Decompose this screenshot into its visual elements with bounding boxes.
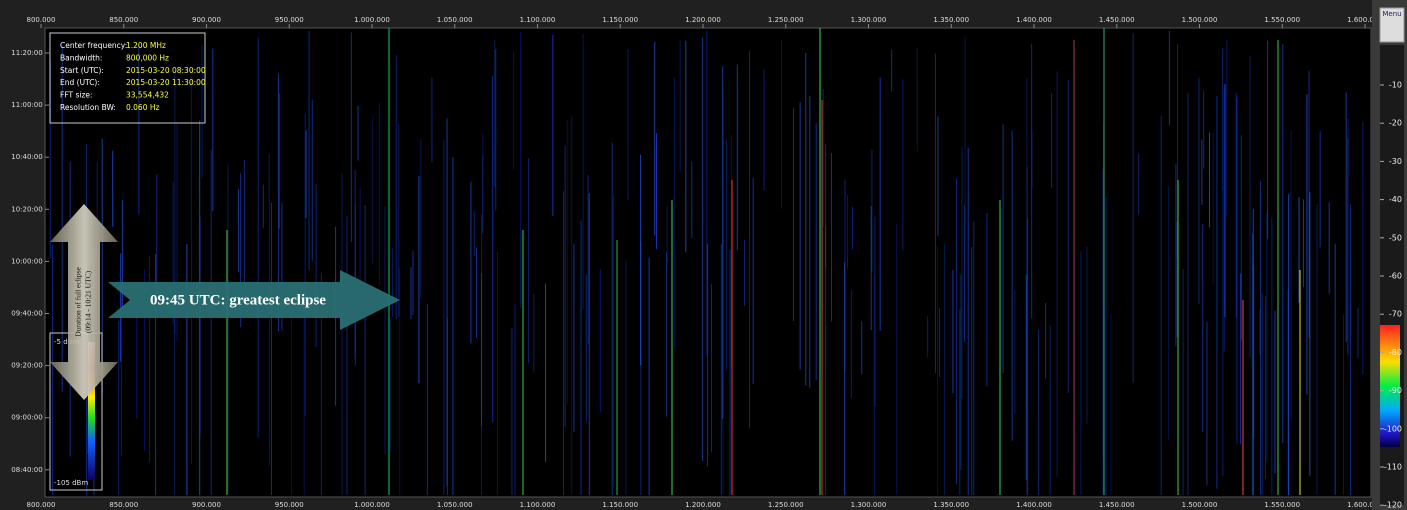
level-label: -30 (1389, 157, 1402, 166)
page: {"frequency_labels": ["800.000", "850.00… (0, 0, 1407, 510)
info-label: Bandwidth: (60, 53, 102, 62)
level-label: -70 (1389, 310, 1402, 319)
frequency-label: 1.000.000 (354, 16, 390, 24)
frequency-label: 1.200.000 (685, 16, 721, 24)
frequency-label: 1.550.000 (1264, 501, 1300, 509)
level-label: -60 (1389, 272, 1402, 281)
frequency-label: 850.000 (109, 501, 138, 509)
info-label: Resolution BW: (60, 103, 116, 112)
info-value: 1.200 MHz (126, 41, 166, 50)
level-label: -10 (1389, 81, 1402, 90)
level-label: -100 (1384, 424, 1402, 433)
info-label: Start (UTC): (60, 66, 104, 75)
time-label: 09:40:00 (11, 310, 42, 318)
greatest-eclipse-label: 09:45 UTC: greatest eclipse (150, 292, 326, 308)
frequency-label: 1.150.000 (602, 501, 638, 509)
frequency-label: 1.100.000 (520, 501, 556, 509)
frequency-label: 1.150.000 (602, 16, 638, 24)
frequency-label: 1.250.000 (768, 16, 804, 24)
time-label: 10:40:00 (11, 153, 42, 161)
frequency-label: 1.350.000 (933, 501, 969, 509)
time-label: 09:00:00 (11, 414, 42, 422)
frequency-label: 1.400.000 (1016, 501, 1052, 509)
frequency-label: 1.300.000 (851, 16, 887, 24)
level-label: -90 (1389, 386, 1402, 395)
frequency-label: 1.300.000 (851, 501, 887, 509)
level-label: -110 (1384, 463, 1402, 472)
info-value: 2015-03-20 11:30:00 (126, 78, 206, 87)
frequency-label: 900.000 (192, 16, 221, 24)
frequency-label: 950.000 (275, 501, 304, 509)
info-value: 0.060 Hz (126, 103, 159, 112)
frequency-label: 1.000.000 (354, 501, 390, 509)
frequency-label: 1.500.000 (1182, 16, 1218, 24)
frequency-label: 800.000 (27, 501, 56, 509)
frequency-label: 1.450.000 (1099, 501, 1135, 509)
info-label: FFT size: (60, 91, 93, 100)
frequency-label: 1.500.000 (1182, 501, 1218, 509)
time-label: 11:00:00 (11, 101, 42, 109)
time-label: 09:20:00 (11, 362, 42, 370)
frequency-label: 800.000 (27, 16, 56, 24)
frequency-label: 1.550.000 (1264, 16, 1300, 24)
frequency-label: 900.000 (192, 501, 221, 509)
waterfall-window: 800.000 850.000 900.000 950.000 1.000.000 1.0… (0, 0, 1407, 510)
info-value: 33,554,432 (126, 91, 169, 100)
level-label: -50 (1389, 233, 1402, 242)
frequency-label: 950.000 (275, 16, 304, 24)
frequency-label: 1.250.000 (768, 501, 804, 509)
duration-title: Duration of full eclipse (74, 266, 83, 336)
frequency-label: 850.000 (109, 16, 138, 24)
level-label: -40 (1389, 195, 1402, 204)
time-label: 08:40:00 (11, 466, 42, 474)
time-label: 11:20:00 (11, 49, 42, 57)
frequency-label: 1.050.000 (437, 16, 473, 24)
info-value: 800,000 Hz (126, 53, 169, 62)
frequency-label: 1.050.000 (437, 501, 473, 509)
frequency-label: 1.450.000 (1099, 16, 1135, 24)
frequency-label: 1.100.000 (520, 16, 556, 24)
frequency-label: 1.400.000 (1016, 16, 1052, 24)
level-label: -20 (1389, 119, 1402, 128)
time-label: 10:20:00 (11, 205, 42, 213)
level-label: -120 (1384, 501, 1402, 510)
time-label: 10:00:00 (11, 257, 42, 265)
menu-label[interactable]: Menu (1382, 10, 1401, 18)
duration-range: (09:14 - 10:21 UTC) (84, 270, 93, 333)
frequency-label: 1.350.000 (933, 16, 969, 24)
level-label: -80 (1389, 348, 1402, 357)
legend-bottom: -105 dBm (54, 479, 88, 487)
frequency-label: 1.200.000 (685, 501, 721, 509)
info-label: End (UTC): (60, 78, 100, 87)
info-label: Center frequency: (60, 41, 127, 50)
info-value: 2015-03-20 08:30:00 (126, 66, 206, 75)
